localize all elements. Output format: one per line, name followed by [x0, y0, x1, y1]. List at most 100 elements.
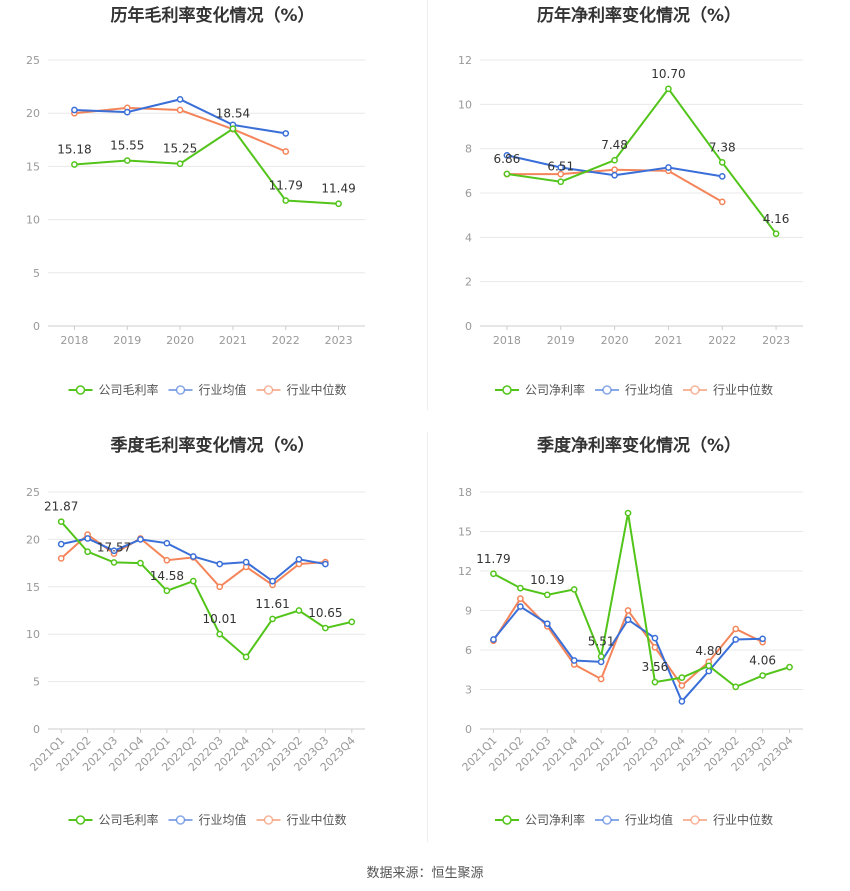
series-line: [74, 98, 286, 135]
data-point: [732, 636, 740, 643]
data-point: [732, 683, 740, 691]
y-tick-label: 4: [465, 231, 472, 244]
y-tick-label: 25: [26, 486, 40, 499]
data-point: [84, 548, 91, 556]
data-point: [624, 607, 632, 614]
data-label: 14.58: [150, 569, 184, 583]
data-point: [295, 607, 303, 614]
data-point: [543, 620, 551, 628]
data-point: [57, 555, 65, 562]
legend-label: 公司净利率: [525, 812, 585, 827]
legend-label: 公司净利率: [525, 382, 585, 397]
data-point: [624, 509, 632, 517]
legend-label: 行业均值: [199, 812, 247, 827]
data-point: [163, 556, 171, 564]
chart-title: 季度毛利率变化情况（%）: [110, 435, 314, 456]
data-point: [57, 540, 65, 548]
y-tick-label: 2: [465, 276, 472, 289]
data-point: [176, 160, 184, 168]
data-point: [624, 616, 632, 624]
data-point: [759, 635, 766, 643]
legend-marker: [502, 815, 512, 825]
data-point: [786, 663, 793, 671]
data-point: [176, 106, 184, 114]
legend-marker: [602, 815, 612, 825]
data-label: 4.06: [749, 654, 776, 668]
data-point: [110, 559, 118, 566]
data-point: [503, 170, 511, 178]
data-label: 11.49: [321, 182, 355, 196]
data-point: [322, 624, 329, 632]
legend-marker: [690, 815, 700, 825]
data-point: [57, 518, 65, 526]
data-point: [189, 577, 197, 585]
data-label: 5.51: [588, 634, 615, 648]
legend-label: 行业中位数: [287, 382, 347, 397]
data-point: [665, 164, 672, 171]
legend-marker: [75, 385, 86, 395]
y-tick-label: 20: [26, 107, 40, 120]
annual-net-margin-svg: 历年净利率变化情况（%） 0 2 4 6 8 10 12 2018 2019 2020 2021 202…: [458, 5, 803, 397]
series-line: [492, 512, 790, 689]
x-tick-label: 2018: [493, 334, 521, 347]
data-label: 7.38: [709, 140, 736, 154]
data-label: 21.87: [44, 500, 78, 514]
y-tick-label: 0: [465, 320, 472, 333]
data-point: [570, 586, 578, 593]
y-tick-label: 18: [458, 486, 472, 499]
data-point: [718, 198, 726, 206]
data-point: [651, 644, 659, 651]
y-tick-label: 12: [458, 54, 472, 67]
x-tick-label: 2020: [166, 334, 194, 347]
data-label: 11.79: [269, 179, 303, 193]
legend-label: 行业均值: [199, 382, 247, 397]
data-label: 3.56: [642, 660, 669, 674]
data-source-label: 数据来源：恒生聚源: [366, 866, 484, 881]
data-label: 15.25: [163, 142, 197, 156]
panel-divider-top: [427, 0, 428, 410]
data-point: [348, 618, 356, 626]
annual-net-margin-chart: 历年净利率变化情况（%） 0 2 4 6 8 10 12 2018 2019 2020 2021 202…: [428, 0, 850, 420]
data-point: [611, 156, 618, 164]
y-tick-label: 10: [26, 214, 40, 227]
data-point: [678, 674, 686, 681]
data-point: [137, 536, 144, 543]
x-tick-label: 2019: [547, 334, 575, 347]
data-label: 10.65: [308, 606, 342, 620]
x-tick-label: 2021: [654, 334, 682, 347]
series-line: [506, 87, 777, 235]
legend-label: 行业均值: [625, 812, 673, 827]
data-point: [242, 558, 250, 566]
quarterly-net-margin-chart: 季度净利率变化情况（%） 0 3 6 9 12 15 18 2021Q1 2021Q2 2021Q3…: [428, 430, 850, 850]
series-line: [74, 127, 339, 205]
data-point: [269, 577, 276, 585]
y-tick-label: 3: [465, 684, 472, 697]
data-label: 10.19: [530, 573, 564, 587]
data-point: [678, 698, 686, 705]
x-tick-label: 2021: [219, 334, 247, 347]
legend-label: 行业中位数: [713, 812, 773, 827]
data-point: [137, 559, 144, 567]
data-label: 10.70: [651, 67, 685, 81]
data-point: [557, 164, 565, 171]
data-label: 6.51: [547, 160, 574, 174]
legend-label: 行业中位数: [287, 812, 347, 827]
data-point: [705, 662, 713, 670]
y-tick-label: 15: [458, 526, 472, 539]
legend-label: 行业均值: [625, 382, 673, 397]
legend-marker: [175, 385, 186, 395]
y-tick-label: 0: [465, 723, 472, 736]
y-tick-label: 20: [26, 533, 40, 546]
data-label: 6.86: [494, 152, 521, 166]
data-point: [611, 171, 618, 179]
legend-marker: [175, 815, 186, 825]
data-point: [123, 108, 131, 116]
y-tick-label: 8: [465, 143, 472, 156]
legend-marker: [602, 385, 612, 395]
data-point: [718, 159, 726, 166]
legend-label: 行业中位数: [713, 382, 773, 397]
data-point: [71, 106, 78, 114]
x-tick-label: 2022: [708, 334, 736, 347]
data-label: 15.55: [110, 139, 144, 153]
data-point: [84, 535, 91, 542]
